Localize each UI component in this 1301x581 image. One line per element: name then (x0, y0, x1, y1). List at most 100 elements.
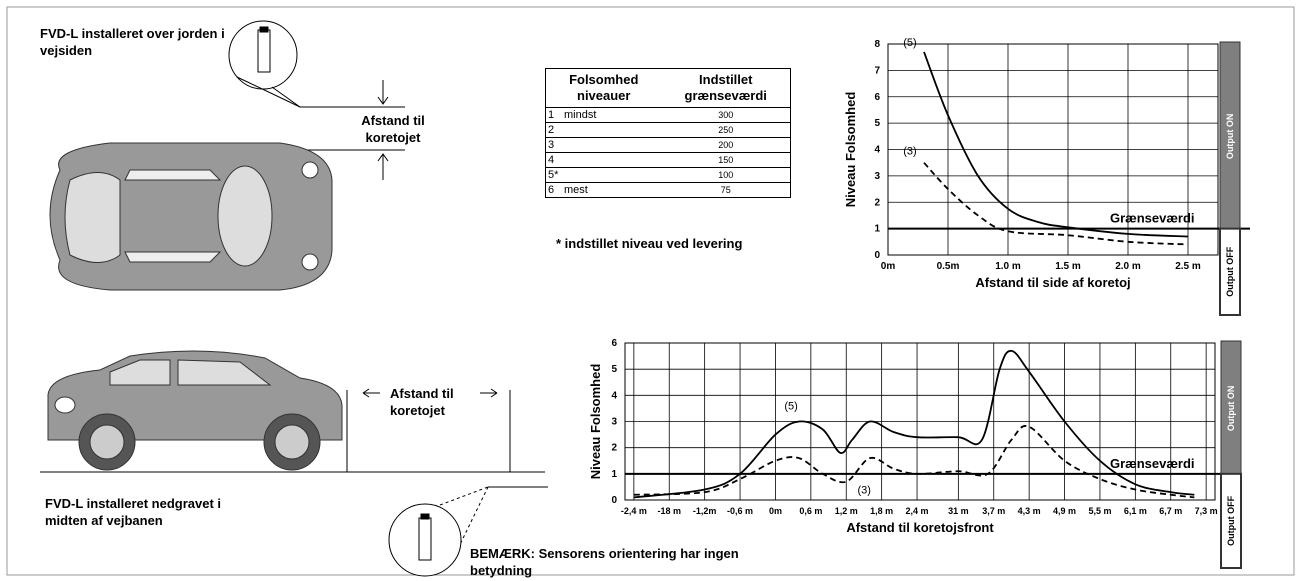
series-label: (5) (903, 37, 916, 49)
y-tick-label: 4 (874, 145, 880, 156)
y-tick-label: 0 (611, 495, 617, 506)
y-tick-label: 2 (874, 197, 880, 208)
table-footnote: * indstillet niveau ved levering (556, 236, 743, 251)
output-off-label: Output OFF (1225, 246, 1235, 296)
x-tick-label: 6,1 m (1124, 506, 1147, 516)
table-cell: 5* (545, 167, 562, 183)
x-tick-label: 7,3 m (1195, 506, 1218, 516)
table-header: Folsomhed niveauer (569, 72, 639, 103)
y-tick-label: 8 (874, 39, 880, 50)
x-tick-label: 4,9 m (1053, 506, 1076, 516)
frame (6, 6, 1295, 576)
y-tick-label: 7 (874, 65, 880, 76)
x-tick-label: 2.0 m (1115, 261, 1141, 272)
x-tick-label: 3,7 m (982, 506, 1005, 516)
series-label: (3) (858, 485, 871, 497)
note: BEMÆRK: Sensorens orientering har ingen … (470, 546, 739, 578)
table-cell: 4 (545, 152, 562, 168)
x-tick-label: 1.0 m (995, 261, 1021, 272)
distance-arrows (362, 388, 498, 398)
x-tick-label: 1.5 m (1055, 261, 1081, 272)
series-label: (3) (903, 146, 916, 158)
y-tick-label: 5 (874, 118, 880, 129)
table-cell (562, 167, 662, 183)
install-label: FVD-L installeret nedgravet i midten af … (45, 496, 222, 528)
y-tick-label: 3 (611, 417, 617, 428)
threshold-label: Grænseværdi (1110, 456, 1195, 471)
output-off-bar (1220, 472, 1242, 570)
output-on-label: Output ON (1225, 114, 1235, 160)
y-tick-label: 6 (611, 338, 617, 349)
bottom-sensor (388, 486, 489, 577)
x-tick-label: -18 m (657, 506, 681, 516)
x-tick-label: 0m (881, 261, 896, 272)
table-cell: 2 (545, 122, 562, 138)
table-cell: 150 (661, 152, 791, 168)
x-axis-title: Afstand til koretojsfront (846, 520, 994, 535)
x-tick-label: 0.5m (937, 261, 960, 272)
series-line (633, 349, 1195, 499)
x-tick-label: -2,4 m (621, 506, 647, 516)
table-row: 4 150 (545, 152, 791, 168)
table-cell (562, 137, 662, 153)
table-cell: 300 (661, 107, 791, 123)
x-tick-label: 6,7 m (1159, 506, 1182, 516)
x-tick-label: 1,2 m (835, 506, 858, 516)
table-cell: 200 (661, 137, 791, 153)
series-line (633, 425, 1195, 499)
y-tick-label: 4 (611, 390, 617, 401)
table-cell: mest (562, 182, 662, 198)
install-label: FVD-L installeret over jorden i vejsiden (40, 26, 225, 58)
top-sensor (228, 20, 301, 108)
car-side-view (47, 350, 343, 471)
table-row: 6 mest 75 (545, 182, 791, 198)
y-axis-title: Niveau Folsomhed (588, 364, 603, 480)
table-row: 1 mindst 300 (545, 107, 791, 123)
table-cell: mindst (562, 107, 662, 123)
output-on-label: Output ON (1226, 386, 1236, 432)
table-cell (562, 152, 662, 168)
y-tick-label: 1 (874, 224, 880, 235)
table-row: 3 200 (545, 137, 791, 153)
table-row: 5* 100 (545, 167, 791, 183)
x-tick-label: 4,3 m (1018, 506, 1041, 516)
table-cell (562, 122, 662, 138)
car-top-view (49, 142, 333, 291)
table-cell: 250 (661, 122, 791, 138)
x-tick-label: 2,4 m (906, 506, 929, 516)
x-axis-title: Afstand til side af koretoj (975, 275, 1130, 290)
x-tick-label: 2.5 m (1175, 261, 1201, 272)
x-tick-label: 1,8 m (870, 506, 893, 516)
x-tick-label: -1,2m (693, 506, 717, 516)
table-row: 2 250 (545, 122, 791, 138)
table-cell: 75 (661, 182, 791, 198)
y-tick-label: 6 (874, 92, 880, 103)
output-off-bar (1219, 227, 1241, 316)
table-cell: 1 (545, 107, 562, 123)
table-cell: 100 (661, 167, 791, 183)
threshold-table: Folsomhed niveauer Indstillet grænseværd… (545, 68, 791, 198)
x-tick-label: 0m (769, 506, 782, 516)
x-tick-label: 5,5 m (1088, 506, 1111, 516)
table-cell: 3 (545, 137, 562, 153)
y-tick-label: 1 (611, 469, 617, 480)
series-line (923, 162, 1189, 246)
series-label: (5) (784, 401, 797, 413)
y-tick-label: 3 (874, 171, 880, 182)
distance-arrows (377, 80, 389, 180)
y-tick-label: 2 (611, 443, 617, 454)
series-line (923, 51, 1189, 238)
y-tick-label: 5 (611, 364, 617, 375)
table-cell: 6 (545, 182, 562, 198)
threshold-label: Grænseværdi (1110, 211, 1195, 226)
table-header: Indstillet grænseværdi (684, 72, 767, 103)
distance-label: Afstand til koretojet (361, 113, 425, 145)
y-tick-label: 0 (874, 250, 880, 261)
x-tick-label: -0,6 m (727, 506, 753, 516)
x-tick-label: 0,6 m (799, 506, 822, 516)
x-tick-label: 31 m (948, 506, 969, 516)
output-off-label: Output OFF (1226, 495, 1236, 545)
y-axis-title: Niveau Folsomhed (843, 92, 858, 208)
